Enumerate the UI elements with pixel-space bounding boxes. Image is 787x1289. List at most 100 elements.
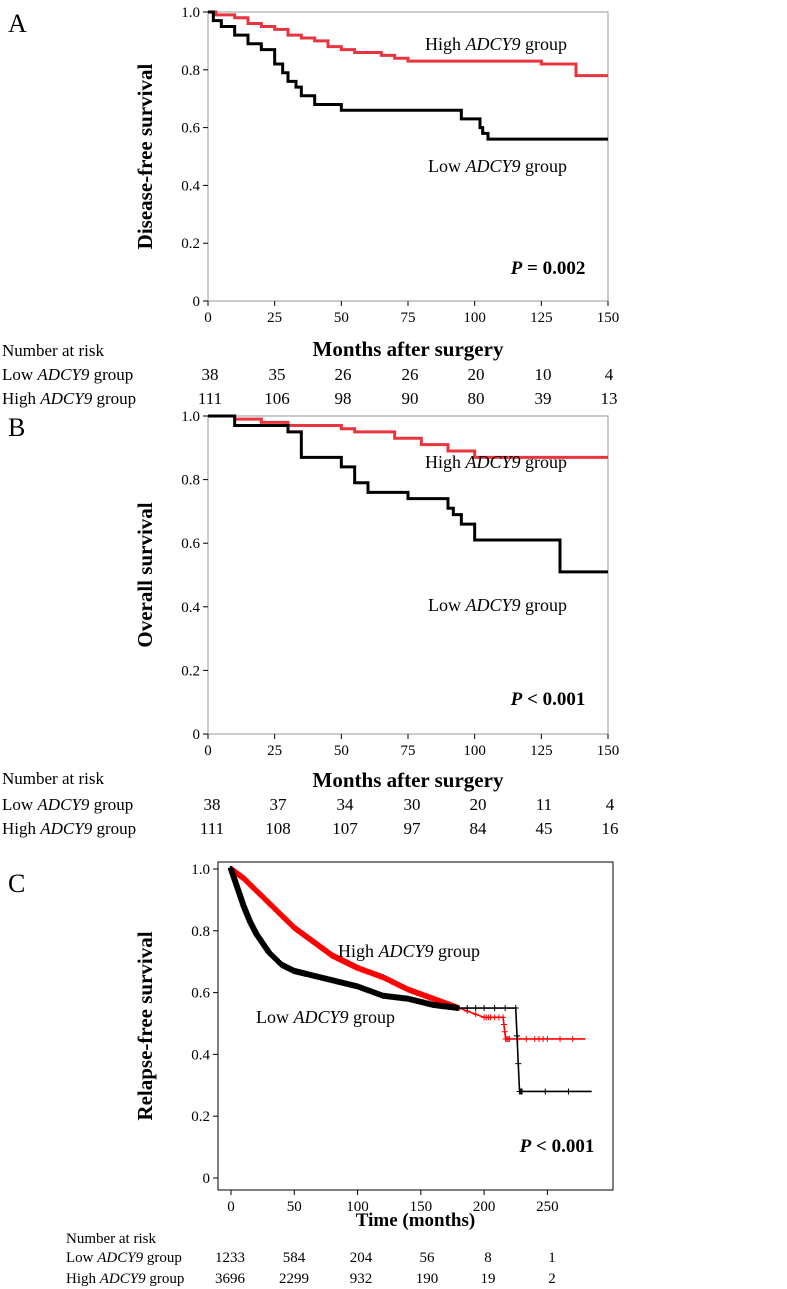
risk-row-label-part: ADCY9 — [96, 1250, 143, 1266]
series-label-high-part: ADCY9 — [465, 452, 521, 472]
y-tick-label: 0.8 — [181, 63, 200, 79]
x-axis-label: Months after surgery — [313, 768, 504, 792]
risk-value: 3696 — [215, 1271, 246, 1287]
y-tick-label: 1.0 — [181, 409, 200, 425]
panel-c: C 0 0.2 0.4 0.6 0.8 1.0 0 50 100 150 200 250 Relapse-… — [8, 861, 614, 1287]
panel-letter: C — [8, 869, 25, 898]
censor-mark — [514, 1032, 521, 1039]
risk-value: 20 — [468, 365, 485, 384]
risk-value: 8 — [484, 1250, 492, 1266]
risk-value: 20 — [470, 795, 487, 814]
series-label-high-part: group — [521, 34, 568, 54]
series-label-high-part: High — [338, 941, 379, 961]
series-line-high — [208, 10, 608, 78]
risk-row-label-part: Low — [2, 795, 37, 814]
series-label-low-part: Low — [428, 595, 466, 615]
risk-value: 38 — [204, 795, 221, 814]
series-line-low — [208, 10, 608, 141]
risk-value: 45 — [536, 819, 553, 838]
series-label-high-part: ADCY9 — [378, 941, 434, 961]
censor-mark — [455, 1005, 462, 1012]
risk-value: 107 — [332, 819, 358, 838]
x-tick-label: 0 — [204, 743, 212, 759]
risk-value: 2 — [548, 1271, 556, 1287]
risk-value: 13 — [601, 389, 618, 408]
censor-mark — [544, 1035, 551, 1042]
risk-row-label-part: group — [89, 795, 133, 814]
risk-value: 26 — [402, 365, 419, 384]
y-tick-label: 0.4 — [181, 600, 200, 616]
risk-value: 39 — [535, 389, 552, 408]
risk-row-label-part: Low — [66, 1250, 97, 1266]
risk-row-label-part: Low — [2, 365, 37, 384]
risk-value: 90 — [402, 389, 419, 408]
panel-b: B 0 0.2 0.4 0.6 0.8 1.0 0 25 50 75 100 125 150 Overall… — [2, 409, 619, 838]
y-tick-label: 0.4 — [191, 1047, 210, 1063]
series-label-low-part: ADCY9 — [293, 1007, 349, 1027]
series-label-low-part: group — [521, 595, 568, 615]
censor-mark — [481, 1005, 488, 1012]
risk-row-label-part: group — [143, 1250, 182, 1266]
risk-value: 10 — [535, 365, 552, 384]
censor-mark — [500, 1021, 507, 1028]
series-line-low — [208, 414, 608, 574]
series-label-low: Low ADCY9 group — [428, 595, 567, 615]
risk-value: 97 — [404, 819, 422, 838]
series-label-high-part: ADCY9 — [465, 34, 521, 54]
x-tick-label: 100 — [463, 743, 486, 759]
risk-row-label-part: High — [66, 1271, 100, 1287]
series-label-low-part: Low — [428, 156, 466, 176]
x-tick-label: 25 — [267, 310, 282, 326]
panel-letter: B — [8, 413, 25, 442]
risk-value: 84 — [470, 819, 488, 838]
risk-row-label-part: group — [146, 1271, 185, 1287]
p-value: P < 0.001 — [519, 1136, 595, 1157]
risk-row-label: Low ADCY9 group — [66, 1250, 182, 1266]
x-tick-label: 0 — [227, 1199, 235, 1215]
censor-marks-high — [228, 866, 576, 1042]
censor-mark — [565, 1088, 572, 1095]
y-tick-label: 0.6 — [181, 536, 200, 552]
risk-table: Number at risk Low ADCY9 group 38 35 26 26 20 1… — [2, 341, 618, 408]
risk-value: 80 — [468, 389, 485, 408]
risk-table-heading: Number at risk — [66, 1231, 156, 1247]
p-value-text: < 0.001 — [531, 1136, 594, 1157]
y-axis-label: Overall survival — [133, 502, 157, 647]
series-label-high: High ADCY9 group — [425, 452, 567, 472]
censor-mark — [515, 1060, 522, 1067]
risk-table: Number at risk Low ADCY9 group 38 37 34 30 20 1… — [2, 769, 619, 838]
series-label-low-part: ADCY9 — [465, 156, 521, 176]
risk-value: 204 — [350, 1250, 373, 1266]
series-label-high: High ADCY9 group — [338, 941, 480, 961]
series-label-high: High ADCY9 group — [425, 34, 567, 54]
risk-row-label-part: ADCY9 — [39, 389, 92, 408]
censor-mark — [464, 1005, 471, 1012]
series-label-high-part: High — [425, 34, 466, 54]
y-tick-label: 0 — [203, 1171, 211, 1187]
risk-row-label-part: ADCY9 — [39, 819, 92, 838]
risk-value: 932 — [350, 1271, 373, 1287]
risk-value: 106 — [264, 389, 290, 408]
censor-mark — [500, 1014, 507, 1021]
censor-mark — [542, 1088, 549, 1095]
risk-value: 108 — [265, 819, 291, 838]
risk-value: 1 — [548, 1250, 556, 1266]
y-tick-label: 0.4 — [181, 178, 200, 194]
panel-letter: A — [8, 9, 27, 38]
risk-value: 1233 — [215, 1250, 245, 1266]
x-tick-label: 75 — [401, 743, 416, 759]
risk-value: 19 — [481, 1271, 496, 1287]
censor-mark — [501, 1028, 508, 1035]
x-tick-label: 150 — [597, 310, 620, 326]
risk-value: 35 — [269, 365, 286, 384]
y-tick-label: 0.6 — [181, 121, 200, 137]
risk-value: 11 — [536, 795, 552, 814]
censor-marks-low — [228, 866, 572, 1095]
risk-value: 34 — [337, 795, 355, 814]
p-value: P < 0.001 — [510, 689, 586, 710]
censor-mark — [519, 1088, 526, 1095]
x-tick-label: 125 — [530, 743, 553, 759]
x-tick-label: 125 — [530, 310, 553, 326]
risk-row-label: High ADCY9 group — [2, 819, 136, 838]
